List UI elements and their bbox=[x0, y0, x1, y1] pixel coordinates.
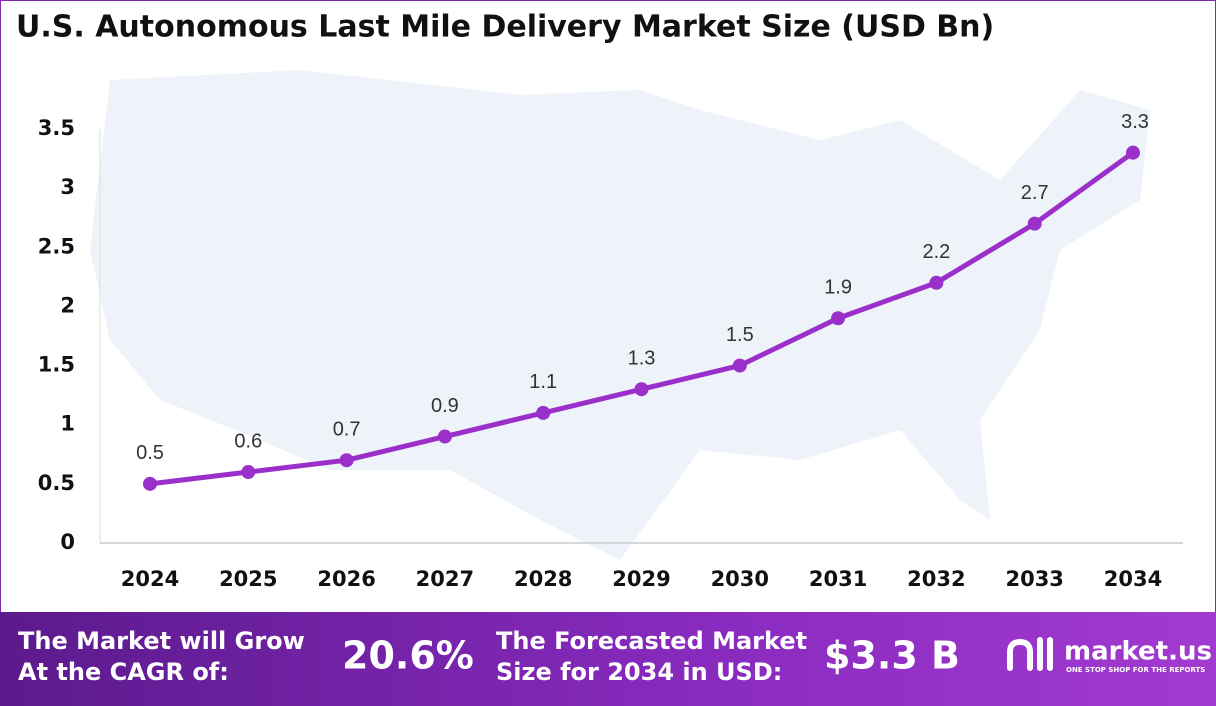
forecast-value: $3.3 B bbox=[824, 634, 960, 678]
data-point bbox=[437, 429, 452, 444]
data-point bbox=[1027, 216, 1042, 231]
data-label: 2.2 bbox=[922, 241, 950, 263]
x-tick-label: 2030 bbox=[711, 567, 769, 591]
data-label: 1.5 bbox=[726, 324, 754, 346]
data-label: 1.9 bbox=[824, 277, 852, 299]
brand: market.us bbox=[1064, 637, 1212, 667]
footer: The Market will Grow At the CAGR of: 20.… bbox=[18, 627, 1212, 686]
x-tick-label: 2026 bbox=[317, 567, 375, 591]
cagr-text: The Market will Grow bbox=[18, 627, 305, 655]
y-tick-label: 3.5 bbox=[38, 116, 75, 140]
forecast-text: The Forecasted Market bbox=[496, 627, 807, 655]
y-tick-label: 3 bbox=[60, 175, 75, 199]
y-tick-label: 1 bbox=[60, 412, 75, 436]
data-point bbox=[831, 311, 846, 326]
x-tick-label: 2028 bbox=[514, 567, 572, 591]
cagr-text: At the CAGR of: bbox=[18, 658, 229, 686]
y-tick-label: 2.5 bbox=[38, 234, 75, 258]
x-tick-label: 2034 bbox=[1104, 567, 1162, 591]
x-tick-label: 2029 bbox=[612, 567, 670, 591]
data-label: 0.5 bbox=[136, 442, 164, 464]
forecast-text: Size for 2034 in USD: bbox=[496, 658, 782, 686]
x-tick-label: 2025 bbox=[219, 567, 277, 591]
data-point bbox=[1126, 145, 1140, 160]
data-point bbox=[536, 405, 551, 420]
x-tick-label: 2031 bbox=[809, 567, 867, 591]
data-label: 2.7 bbox=[1021, 182, 1049, 204]
brand-logo bbox=[1007, 637, 1053, 671]
data-label: 1.1 bbox=[529, 371, 557, 393]
data-point bbox=[339, 453, 354, 468]
data-label: 1.3 bbox=[628, 348, 656, 370]
data-label: 0.9 bbox=[431, 395, 459, 417]
data-label: 3.3 bbox=[1121, 111, 1149, 133]
x-tick-label: 2033 bbox=[1005, 567, 1063, 591]
data-point bbox=[241, 465, 256, 480]
x-tick-label: 2027 bbox=[416, 567, 474, 591]
x-tick-label: 2024 bbox=[121, 567, 179, 591]
y-tick-label: 1.5 bbox=[38, 353, 75, 377]
footer-band bbox=[0, 612, 1216, 706]
y-tick-label: 2 bbox=[60, 293, 75, 317]
y-tick-label: 0 bbox=[60, 530, 75, 554]
data-label: 0.6 bbox=[234, 430, 262, 452]
data-label: 0.7 bbox=[333, 418, 361, 440]
map-background bbox=[90, 70, 1150, 560]
data-point bbox=[929, 275, 944, 290]
data-point bbox=[732, 358, 747, 373]
chart-title: U.S. Autonomous Last Mile Delivery Marke… bbox=[16, 10, 994, 45]
y-tick-label: 0.5 bbox=[38, 471, 75, 495]
data-point bbox=[634, 382, 649, 397]
data-point bbox=[143, 476, 157, 491]
tagline: ONE STOP SHOP FOR THE REPORTS bbox=[1066, 666, 1205, 674]
x-tick-label: 2032 bbox=[907, 567, 965, 591]
cagr-value: 20.6% bbox=[342, 634, 474, 678]
